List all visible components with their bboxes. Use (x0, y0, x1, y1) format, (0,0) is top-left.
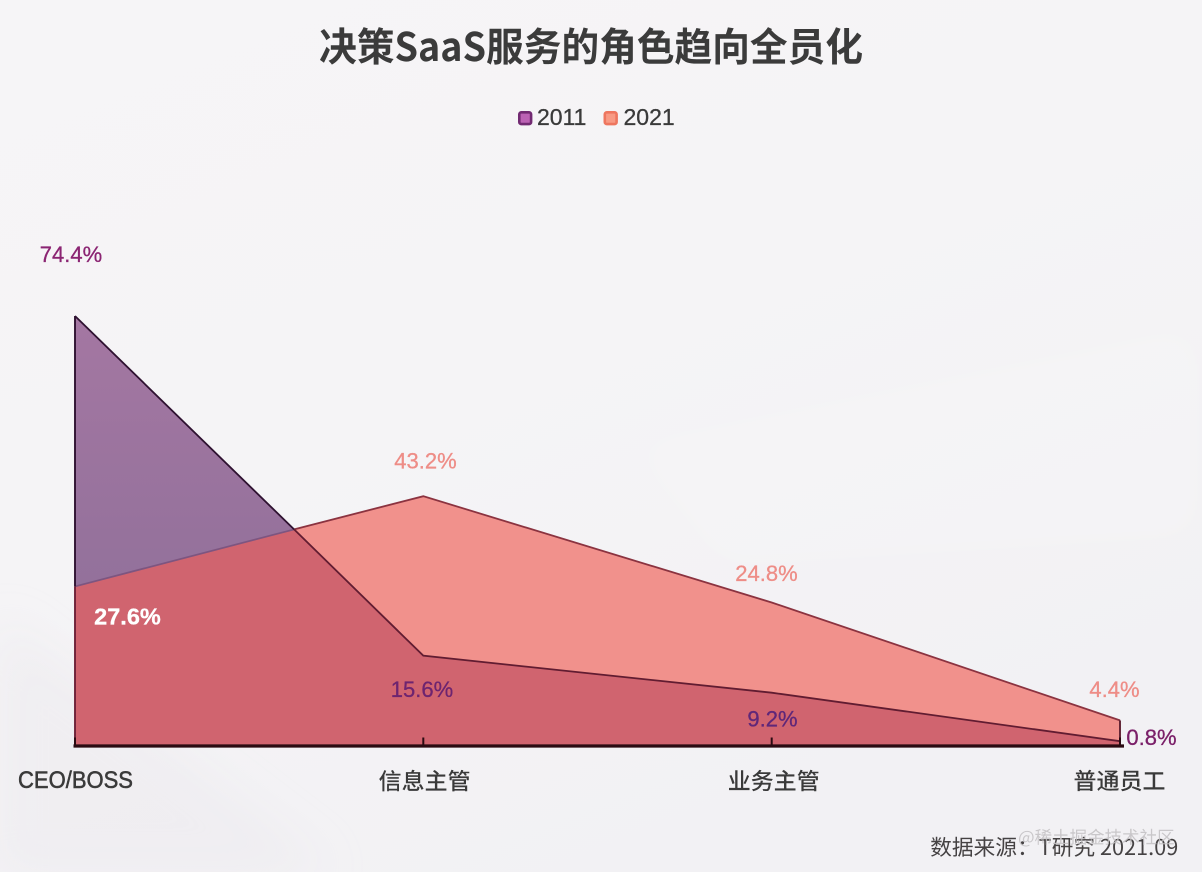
svg-text:15.6%: 15.6% (391, 677, 453, 702)
svg-text:0.8%: 0.8% (1126, 725, 1176, 750)
svg-text:4.4%: 4.4% (1089, 677, 1139, 702)
svg-text:CEO/BOSS: CEO/BOSS (18, 767, 133, 794)
svg-text:27.6%: 27.6% (94, 604, 161, 630)
svg-text:2011: 2011 (537, 104, 586, 130)
svg-text:43.2%: 43.2% (394, 449, 456, 474)
svg-text:24.8%: 24.8% (735, 561, 797, 586)
svg-text:2021: 2021 (624, 104, 675, 130)
svg-text:74.4%: 74.4% (40, 242, 102, 267)
svg-text:9.2%: 9.2% (747, 707, 797, 732)
